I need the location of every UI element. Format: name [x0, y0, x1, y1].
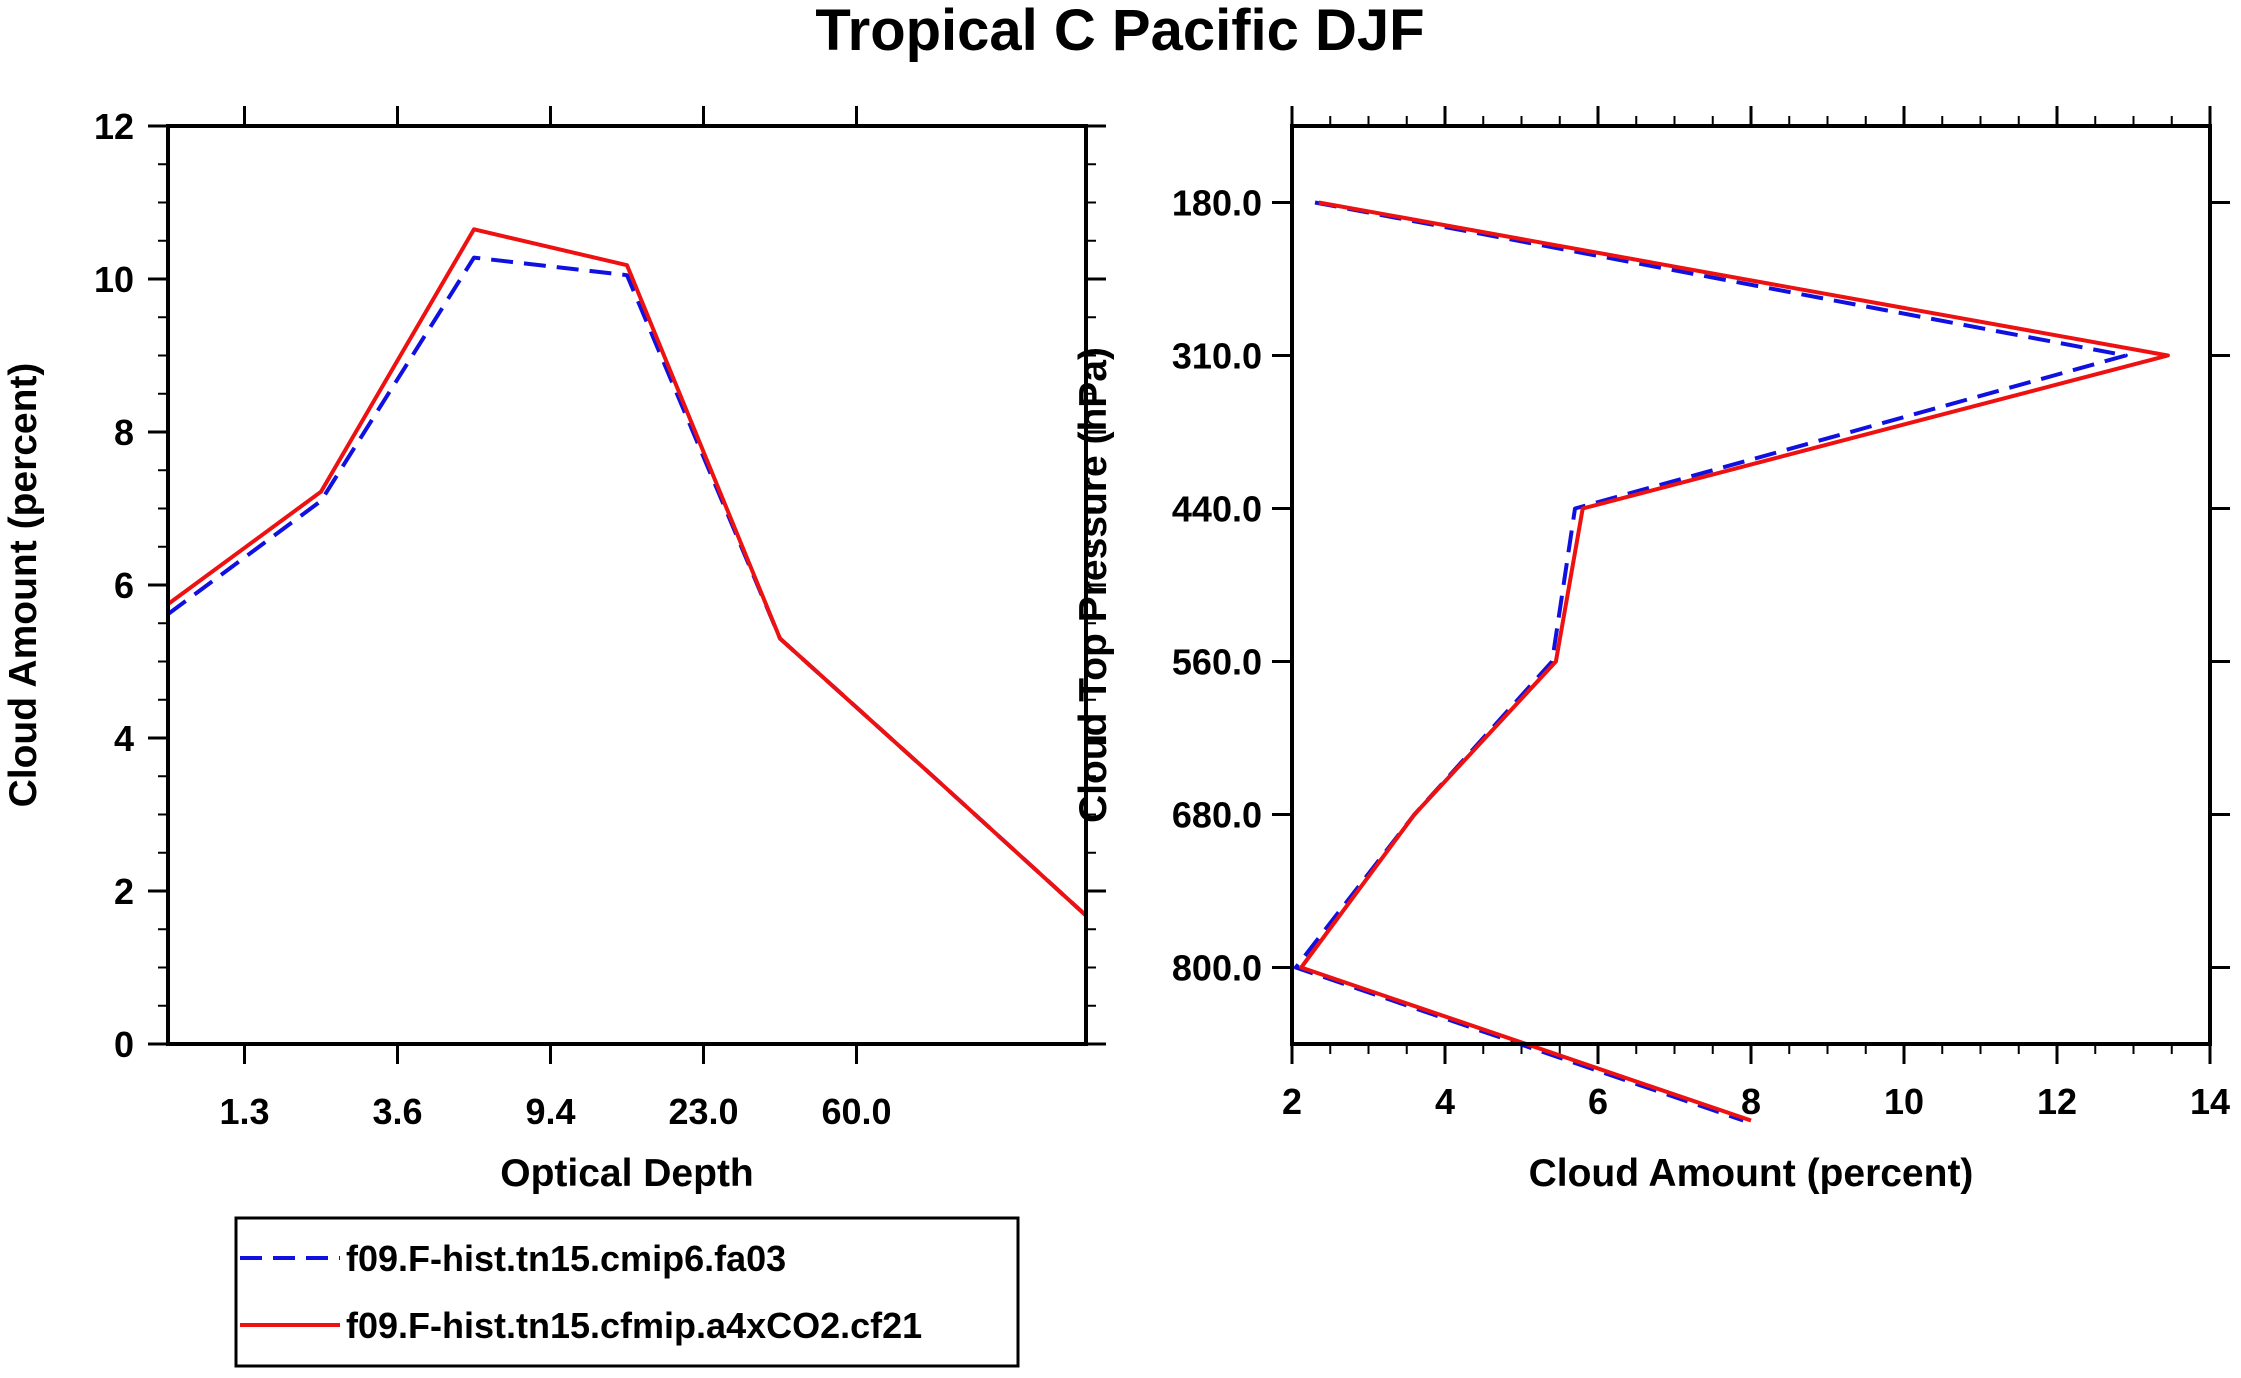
left-series-line-fa03: [166, 255, 1088, 917]
right-chart-series: [1293, 200, 2170, 1123]
right-x-tick-label: 12: [2037, 1081, 2077, 1122]
right-x-tick-label: 4: [1435, 1081, 1455, 1122]
left-x-tick-label: 1.3: [219, 1091, 269, 1132]
right-y-tick-label: 800.0: [1172, 948, 1262, 989]
left-series-line-cf21: [166, 227, 1088, 917]
right-series-line-fa03: [1293, 200, 2128, 1123]
right-y-tick-label: 180.0: [1172, 183, 1262, 224]
left-x-tick-label: 60.0: [821, 1091, 891, 1132]
legend-label-fa03: f09.F-hist.tn15.cmip6.fa03: [346, 1238, 786, 1279]
left-chart-x-axis-label: Optical Depth: [500, 1152, 754, 1195]
right-x-tick-label: 2: [1282, 1081, 1302, 1122]
right-chart-x-axis-label: Cloud Amount (percent): [1529, 1152, 1974, 1195]
right-x-tick-label: 10: [1884, 1081, 1924, 1122]
legend-box: [234, 1216, 1020, 1368]
left-chart-series: [166, 227, 1088, 917]
left-y-tick-label: 8: [114, 412, 134, 453]
right-y-tick-label: 680.0: [1172, 795, 1262, 836]
right-chart-frame: [1290, 124, 2212, 1046]
left-x-tick-label: 9.4: [525, 1091, 575, 1132]
left-chart-y-axis-label: Cloud Amount (percent): [2, 363, 45, 808]
left-x-tick-label: 3.6: [372, 1091, 422, 1132]
left-y-tick-label: 6: [114, 565, 134, 606]
left-chart-frame: [166, 124, 1088, 1046]
left-y-tick-label: 4: [114, 718, 134, 759]
left-y-tick-label: 12: [94, 106, 134, 147]
left-x-tick-label: 23.0: [668, 1091, 738, 1132]
right-x-tick-label: 6: [1588, 1081, 1608, 1122]
right-chart-ticks: [1272, 106, 2230, 1064]
right-y-tick-label: 310.0: [1172, 336, 1262, 377]
right-chart-tick-labels: 2 4 6 8 10 12 14 180.0 310.0 440.0 560.0 680.0 800.0: [1172, 183, 2230, 1123]
right-chart-panel: 2 4 6 8 10 12 14 180.0 310.0 440.0 560.0 680.0 800.0…: [1072, 106, 2230, 1195]
left-chart-tick-labels: 0 2 4 6 8 10 12 1.3 3.6 9.4 23.0 60.0: [94, 106, 892, 1132]
left-chart-ticks: [148, 106, 1106, 1064]
legend-label-cf21: f09.F-hist.tn15.cfmip.a4xCO2.cf21: [346, 1305, 922, 1346]
right-series-line-cf21: [1299, 200, 2170, 1123]
left-y-tick-label: 2: [114, 871, 134, 912]
left-y-tick-label: 10: [94, 259, 134, 300]
right-y-tick-label: 560.0: [1172, 642, 1262, 683]
figure-title: Tropical C Pacific DJF: [815, 0, 1424, 63]
legend: f09.F-hist.tn15.cmip6.fa03 f09.F-hist.tn…: [234, 1216, 1020, 1368]
right-x-tick-label: 8: [1741, 1081, 1761, 1122]
right-x-tick-label: 14: [2190, 1081, 2230, 1122]
left-y-tick-label: 0: [114, 1024, 134, 1065]
right-chart-y-axis-label: Cloud Top Pressure (hPa): [1072, 347, 1115, 823]
left-chart-panel: 0 2 4 6 8 10 12 1.3 3.6 9.4 23.0 60.0 Optical Depth…: [2, 106, 1106, 1195]
right-y-tick-label: 440.0: [1172, 489, 1262, 530]
